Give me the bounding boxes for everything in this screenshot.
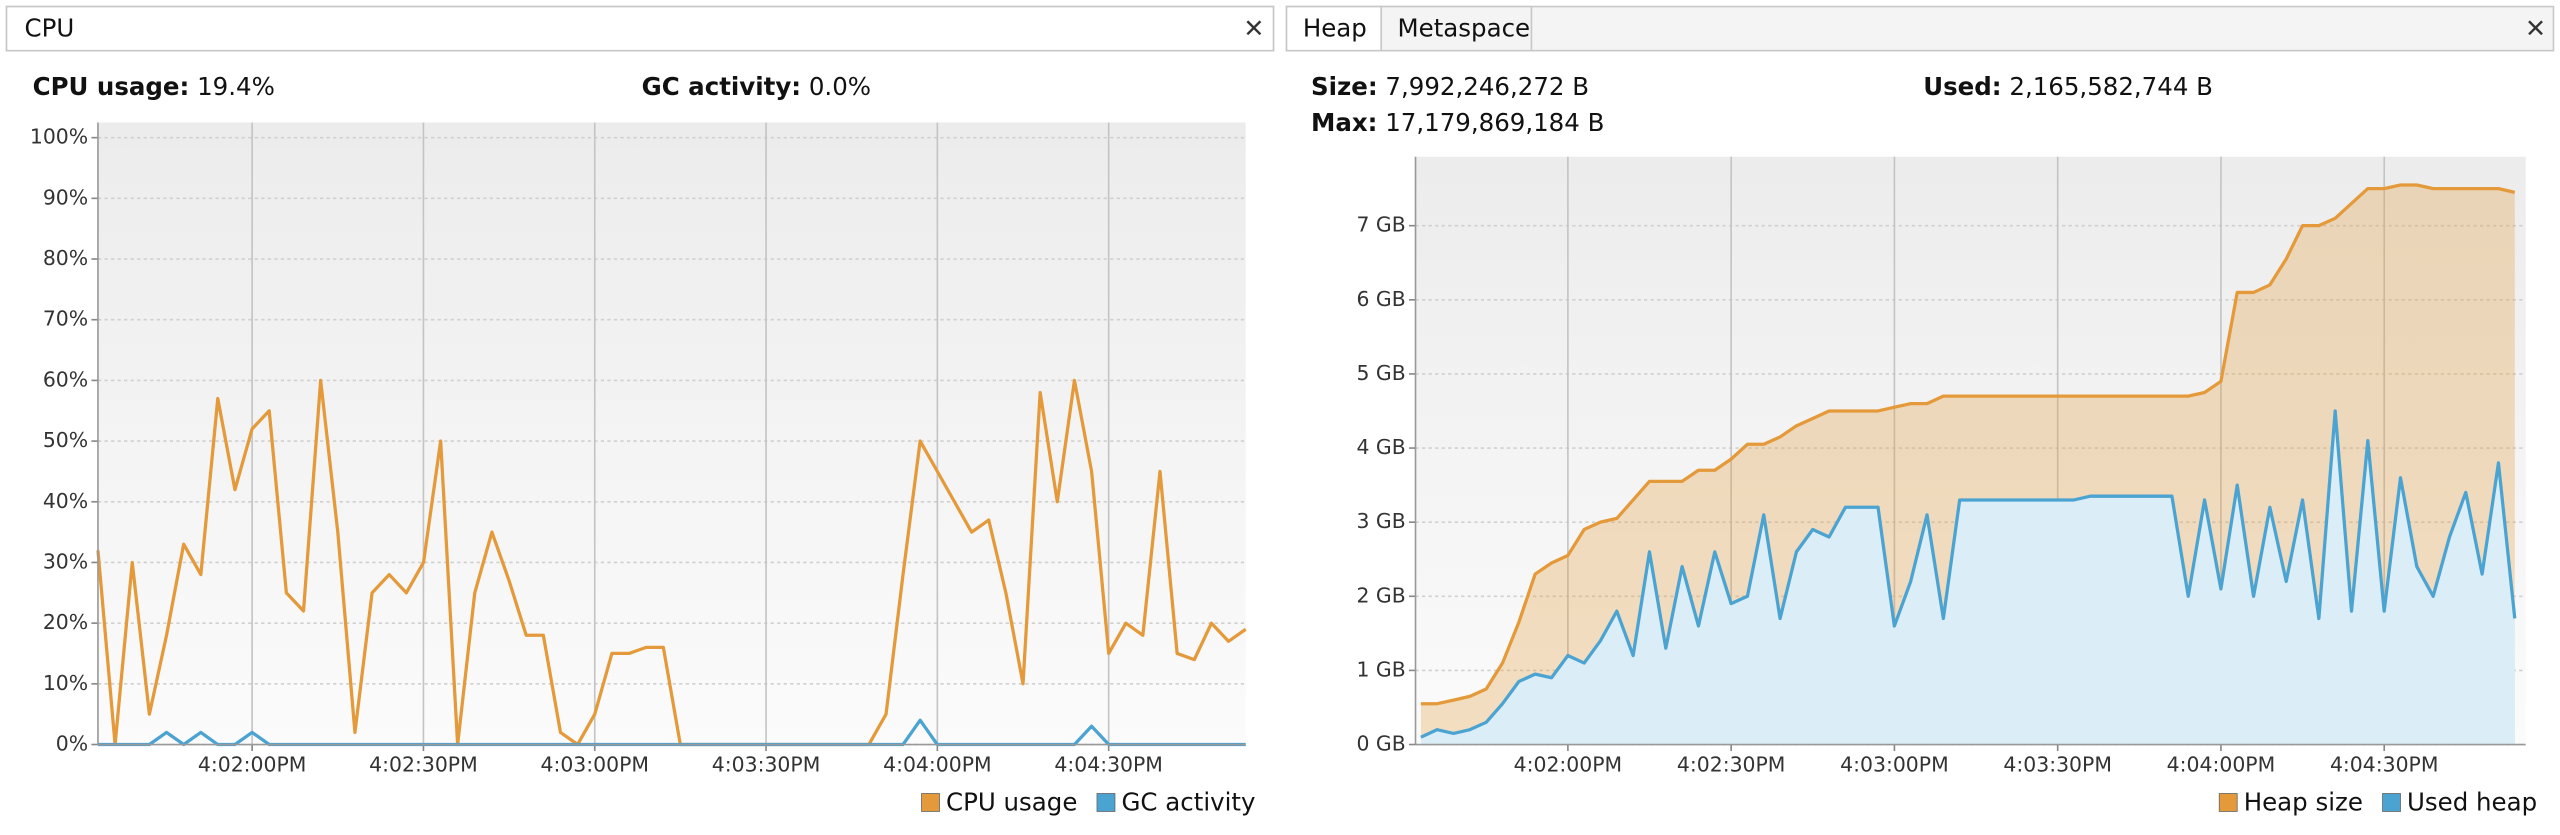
stat: CPU usage: 19.4% <box>33 72 275 101</box>
legend-swatch <box>921 793 940 812</box>
y-tick-label: 40% <box>43 489 88 513</box>
legend-label: CPU usage <box>946 787 1077 816</box>
y-tick-label: 20% <box>43 610 88 634</box>
tab-label: Heap <box>1303 13 1367 42</box>
y-tick-label: 2 GB <box>1356 583 1405 607</box>
legend-label: GC activity <box>1121 787 1255 816</box>
y-tick-label: 3 GB <box>1356 509 1405 533</box>
x-tick-label: 4:02:30PM <box>369 753 478 777</box>
series-line <box>1420 409 2517 739</box>
legend-item: GC activity <box>1096 787 1256 816</box>
x-tick-label: 4:02:00PM <box>198 753 306 777</box>
y-tick-label: 6 GB <box>1356 287 1405 311</box>
x-tick-label: 4:04:30PM <box>2330 753 2439 777</box>
stat: Used: 2,165,582,744 B <box>1923 72 2213 101</box>
plot-area <box>97 122 1246 745</box>
stat: Size: 7,992,246,272 B <box>1311 72 1589 101</box>
legend-item: Used heap <box>2382 787 2537 816</box>
close-button[interactable] <box>1246 20 1262 36</box>
legend-label: Used heap <box>2407 787 2537 816</box>
legend-item: Heap size <box>2218 787 2363 816</box>
tab-label: Metaspace <box>1398 13 1531 42</box>
x-tick-label: 4:03:00PM <box>1840 753 1949 777</box>
x-tick-label: 4:03:30PM <box>2003 753 2112 777</box>
y-tick-label: 60% <box>43 367 88 391</box>
series-area <box>1420 410 2515 745</box>
legend-swatch <box>2382 793 2401 812</box>
series-line <box>96 378 1247 747</box>
legend-label: Heap size <box>2244 787 2363 816</box>
y-tick-label: 5 GB <box>1356 361 1405 385</box>
y-tick-label: 30% <box>43 549 88 573</box>
y-tick-label: 50% <box>43 428 88 452</box>
x-tick-label: 4:03:00PM <box>540 753 648 777</box>
y-tick-label: 90% <box>43 185 88 209</box>
legend-swatch <box>2218 793 2238 812</box>
close-button[interactable] <box>2528 20 2543 36</box>
tab-label: CPU <box>24 13 74 42</box>
y-tick-label: 100% <box>30 125 88 149</box>
y-tick-label: 4 GB <box>1356 435 1405 459</box>
y-tick-label: 0% <box>56 732 88 756</box>
y-tick-label: 10% <box>43 671 88 695</box>
x-tick-label: 4:03:30PM <box>712 753 821 777</box>
y-tick-label: 70% <box>43 307 88 331</box>
x-tick-label: 4:02:00PM <box>1514 753 1623 777</box>
stat: GC activity: 0.0% <box>642 72 871 101</box>
tab[interactable] <box>5 5 1275 52</box>
area-underlay <box>1420 410 2515 745</box>
series-line <box>1420 183 2516 706</box>
y-tick-label: 80% <box>43 246 88 270</box>
x-tick-label: 4:04:00PM <box>2167 753 2276 777</box>
tab[interactable] <box>1285 5 1383 52</box>
y-tick-label: 1 GB <box>1356 657 1405 681</box>
x-tick-label: 4:02:30PM <box>1677 753 1786 777</box>
legend-swatch <box>1096 793 1116 812</box>
stat: Max: 17,179,869,184 B <box>1311 108 1604 137</box>
y-tick-label: 0 GB <box>1356 732 1405 756</box>
y-tick-label: 7 GB <box>1356 213 1405 237</box>
x-tick-label: 4:04:00PM <box>883 753 992 777</box>
x-tick-label: 4:04:30PM <box>1054 753 1163 777</box>
tab[interactable] <box>1380 5 1533 52</box>
legend-item: CPU usage <box>921 787 1077 816</box>
